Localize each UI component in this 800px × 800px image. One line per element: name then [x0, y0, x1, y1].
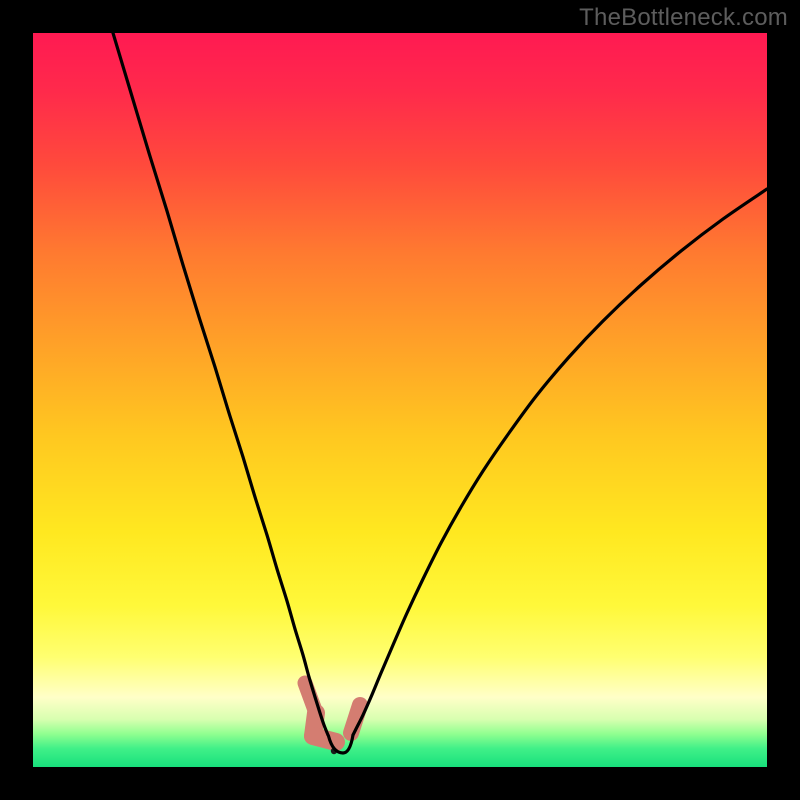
chart-svg — [33, 33, 767, 767]
watermark-text: TheBottleneck.com — [579, 4, 788, 32]
plot-area — [33, 33, 767, 767]
curve-right-branch — [353, 189, 767, 735]
curve-left-branch — [113, 33, 328, 735]
cluster-capsule — [313, 736, 336, 742]
